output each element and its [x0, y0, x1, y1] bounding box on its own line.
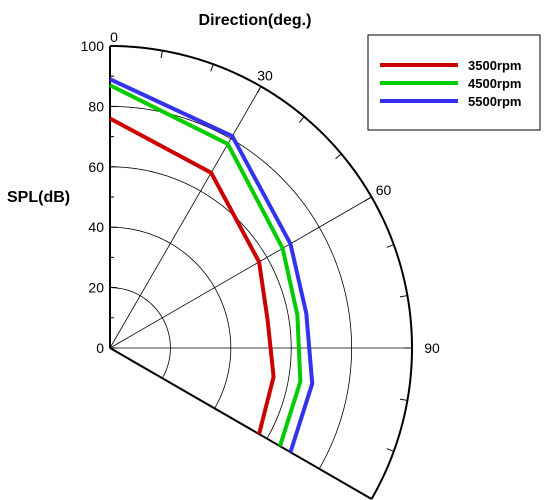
series-line-4500rpm [109, 83, 303, 447]
series-line-3500rpm [109, 116, 276, 435]
chart-title: Direction(deg.) [199, 12, 312, 29]
spoke-30 [109, 86, 262, 349]
end-axis [109, 347, 373, 500]
grid-ring-40 [109, 226, 232, 409]
legend: 3500rpm 4500rpm 5500rpm [367, 34, 541, 131]
radial-tick-label: 60 [88, 159, 104, 175]
grid [109, 45, 414, 500]
angle-tick-label: 60 [376, 182, 392, 198]
angle-tick [386, 448, 394, 452]
y-axis-label: SPL(dB) [7, 189, 70, 206]
series-line-5500rpm [109, 77, 315, 453]
angle-tick [364, 196, 372, 202]
angle-tick-label: 90 [424, 340, 440, 356]
angle-tick [399, 295, 408, 298]
grid-ring-80 [109, 106, 353, 469]
angle-tick [386, 244, 394, 248]
angle-tick [210, 64, 214, 72]
angle-tick [256, 86, 262, 94]
radial-tick-label: 40 [88, 219, 104, 235]
angle-tick-label: 0 [110, 29, 118, 45]
radial-tick-label: 100 [81, 38, 105, 54]
series-group [109, 77, 315, 453]
angle-tick-label: 30 [257, 67, 273, 83]
spoke-60 [109, 196, 372, 349]
radial-tick-label: 0 [96, 340, 104, 356]
radial-tick-label: 20 [88, 280, 104, 296]
angle-tick [335, 153, 342, 160]
angle-tick [399, 398, 408, 401]
angle-tick [298, 116, 305, 123]
angle-tick [160, 50, 163, 59]
legend-label-3500rpm: 3500rpm [468, 58, 521, 73]
legend-label-5500rpm: 5500rpm [468, 94, 521, 109]
legend-label-4500rpm: 4500rpm [468, 76, 521, 91]
radial-tick-label: 80 [88, 98, 104, 114]
labels: 0 20 40 60 80 100 0 30 60 90 [81, 29, 440, 356]
